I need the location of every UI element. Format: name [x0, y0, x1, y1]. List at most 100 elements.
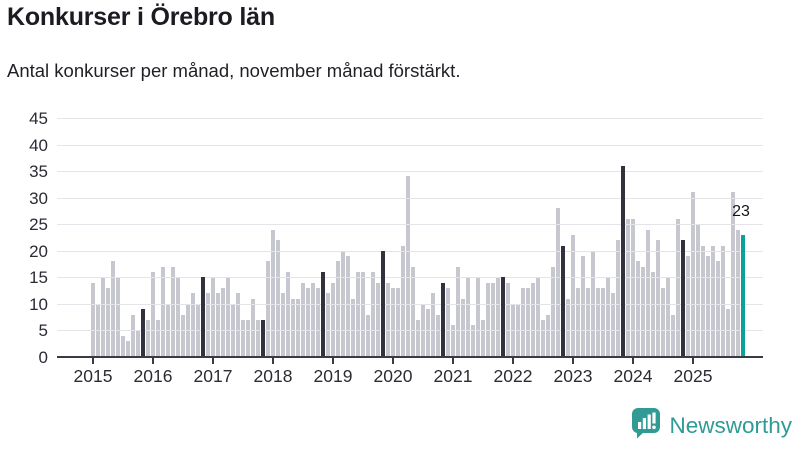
bar-2024-jul — [661, 288, 665, 357]
bar-2025-aug — [726, 309, 730, 357]
bar-2019-sep — [371, 272, 375, 357]
gridline-15 — [57, 277, 763, 279]
bar-2017-jul — [241, 319, 245, 357]
x-axis-label-2022: 2022 — [493, 366, 533, 386]
newsworthy-logo[interactable]: Newsworthy — [631, 407, 792, 444]
x-axis-line — [57, 356, 763, 358]
bar-2023-apr — [586, 288, 590, 357]
bar-2016-jun — [176, 277, 180, 357]
bar-2024-okt — [676, 218, 680, 357]
bar-2024-feb — [636, 261, 640, 357]
bar-2021-nov — [501, 277, 505, 357]
x-tick-2024 — [632, 358, 634, 364]
bar-2023-aug — [606, 277, 610, 357]
y-axis-label-40: 40 — [29, 135, 48, 155]
bar-2025-mar — [701, 245, 705, 357]
bar-2022-aug — [546, 314, 550, 357]
x-tick-2019 — [332, 358, 334, 364]
bar-2017-aug — [246, 319, 250, 357]
bar-2017-nov — [261, 319, 265, 357]
bar-2018-okt — [316, 288, 320, 357]
bar-2025-nov — [741, 234, 745, 357]
bar-2023-jan — [571, 234, 575, 357]
bar-2021-sep — [491, 282, 495, 357]
bar-2024-apr — [646, 229, 650, 357]
bar-2015-maj — [111, 261, 115, 357]
bar-2016-mar — [161, 266, 165, 357]
bar-2022-jun — [536, 277, 540, 357]
bar-2024-jan — [631, 218, 635, 357]
bar-2019-okt — [376, 282, 380, 357]
bar-2021-apr — [466, 277, 470, 357]
y-axis-label-25: 25 — [29, 215, 48, 235]
x-tick-2021 — [452, 358, 454, 364]
bar-2019-nov — [381, 250, 385, 357]
bar-2016-jul — [181, 314, 185, 357]
x-axis-label-2015: 2015 — [73, 366, 113, 386]
plot-area — [57, 118, 763, 357]
bar-2022-sep — [551, 266, 555, 357]
bar-2015-nov — [141, 309, 145, 357]
bar-2024-dec — [686, 256, 690, 357]
bar-2025-sep — [731, 192, 735, 357]
bar-2015-jun — [116, 277, 120, 357]
newsworthy-logo-icon — [631, 407, 661, 444]
x-tick-2025 — [692, 358, 694, 364]
brand-text[interactable]: Newsworthy — [669, 412, 792, 438]
bar-2023-feb — [576, 288, 580, 357]
bar-2019-jun — [356, 272, 360, 357]
bar-2022-dec — [566, 298, 570, 357]
bar-2025-jul — [721, 245, 725, 357]
bar-2020-jun — [416, 319, 420, 357]
bar-2025-jan — [691, 192, 695, 357]
y-axis-label-10: 10 — [29, 294, 48, 314]
bar-2024-sep — [671, 314, 675, 357]
bar-2018-dec — [326, 293, 330, 357]
x-axis-label-2020: 2020 — [373, 366, 413, 386]
bar-2017-dec — [266, 261, 270, 357]
bar-2024-mar — [641, 266, 645, 357]
bar-2023-sep — [611, 293, 615, 357]
bar-2024-jun — [656, 240, 660, 357]
bar-2022-nov — [561, 245, 565, 357]
bar-2022-okt — [556, 208, 560, 357]
gridline-10 — [57, 303, 763, 305]
bar-2018-jan — [271, 229, 275, 357]
bar-2022-maj — [531, 282, 535, 357]
chart-subtitle: Antal konkurser per månad, november måna… — [7, 60, 461, 81]
bar-2023-mar — [581, 256, 585, 357]
bar-2023-jun — [596, 288, 600, 357]
bar-2021-jan — [451, 325, 455, 357]
bar-2018-apr — [286, 272, 290, 357]
bar-2016-maj — [171, 266, 175, 357]
x-tick-2023 — [572, 358, 574, 364]
x-axis-label-2017: 2017 — [193, 366, 233, 386]
bar-2023-nov — [621, 165, 625, 357]
y-axis-label-30: 30 — [29, 188, 48, 208]
bar-2023-okt — [616, 240, 620, 357]
bar-2024-maj — [651, 272, 655, 357]
bar-2015-aug — [126, 341, 130, 357]
bar-2025-feb — [696, 224, 700, 357]
gridline-5 — [57, 330, 763, 332]
page-title: Konkurser i Örebro län — [7, 3, 275, 31]
x-axis-label-2019: 2019 — [313, 366, 353, 386]
bar-2021-mar — [461, 298, 465, 357]
x-axis-label-2018: 2018 — [253, 366, 293, 386]
x-tick-2015 — [92, 358, 94, 364]
bar-2017-sep — [251, 298, 255, 357]
bar-2021-maj — [471, 325, 475, 357]
x-tick-2016 — [152, 358, 154, 364]
y-axis-label-20: 20 — [29, 241, 48, 261]
bar-2016-jan — [151, 272, 155, 357]
bar-2020-dec — [446, 288, 450, 357]
bar-2015-dec — [146, 319, 150, 357]
bar-2020-maj — [411, 266, 415, 357]
gridline-30 — [57, 197, 763, 199]
bar-2019-jan — [331, 282, 335, 357]
bar-2018-jul — [301, 282, 305, 357]
x-tick-2020 — [392, 358, 394, 364]
y-axis-label-0: 0 — [38, 348, 48, 367]
bar-2017-mar — [221, 288, 225, 357]
bar-2022-mar — [521, 288, 525, 357]
